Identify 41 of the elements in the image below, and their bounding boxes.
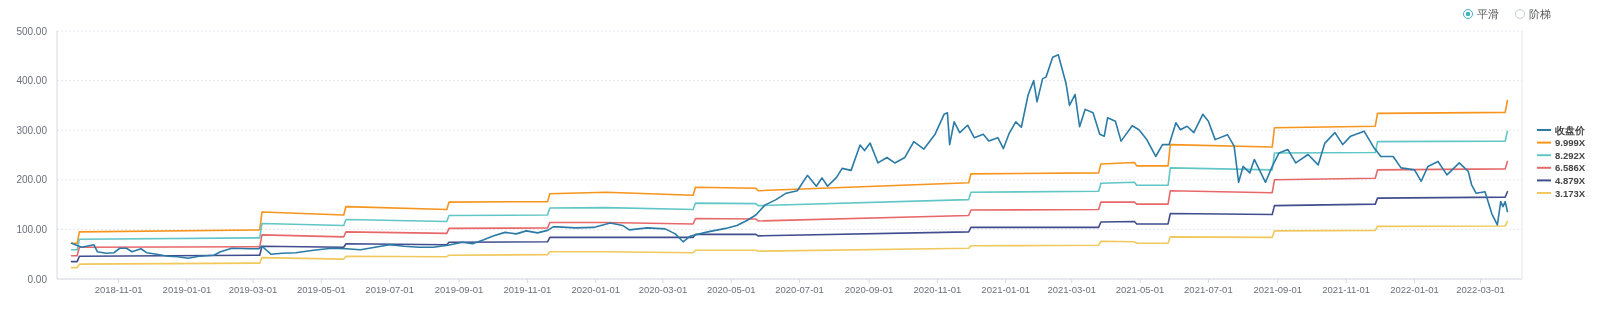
legend-label: 4.879X [1555,174,1586,186]
x-tick-label: 2021-07-01 [1184,284,1233,295]
line-series [70,130,1509,251]
line-series [70,54,1509,259]
x-tick-label: 2019-07-01 [365,284,414,295]
legend-label: 3.173X [1555,187,1586,199]
x-tick-label: 2021-05-01 [1115,284,1165,295]
text: 平滑 [1477,8,1499,20]
line-series [70,99,1509,245]
x-tick-label: 2020-01-01 [571,284,621,295]
legend-label: 8.292X [1555,149,1586,161]
legend-label: 9.999X [1555,137,1586,149]
line-series [70,190,1509,263]
x-tick-label: 2021-09-01 [1253,284,1303,295]
text: 阶梯 [1529,8,1551,20]
y-tick-label: 300.00 [16,124,48,136]
x-tick-label: 2021-03-01 [1047,284,1097,295]
x-tick-label: 2020-09-01 [844,284,894,295]
x-tick-label: 2019-03-01 [228,284,278,295]
x-tick-label: 2019-01-01 [162,284,212,295]
line-series [70,160,1509,257]
y-tick-label: 200.00 [16,174,48,186]
x-tick-label: 2018-11-01 [94,284,143,295]
x-tick-label: 2020-05-01 [706,284,756,295]
legend-label: 6.586X [1555,162,1586,174]
y-tick-label: 500.00 [16,25,48,37]
x-tick-label: 2021-11-01 [1322,284,1371,295]
x-tick-label: 2020-11-01 [913,284,962,295]
y-tick-label: 400.00 [16,75,48,87]
x-tick-label: 2019-11-01 [503,284,552,295]
x-tick-label: 2022-01-01 [1390,284,1439,295]
legend-label: 收盘价 [1555,124,1586,136]
x-tick-label: 2020-03-01 [638,284,688,295]
y-tick-label: 0.00 [27,273,48,285]
line-series [70,220,1509,269]
x-tick-label: 2019-09-01 [434,284,484,295]
x-tick-label: 2020-07-01 [775,284,824,295]
x-tick-label: 2022-03-01 [1456,284,1505,295]
x-tick-label: 2019-05-01 [297,284,346,295]
y-tick-label: 100.00 [16,223,48,235]
x-tick-label: 2021-01-01 [981,284,1030,295]
